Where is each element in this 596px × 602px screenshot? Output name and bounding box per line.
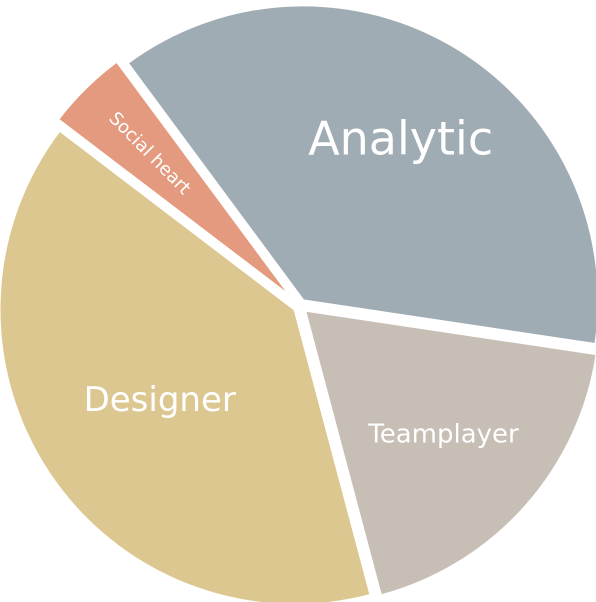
- pie-label-analytic: Analytic: [308, 111, 493, 165]
- pie-slices: [0, 3, 596, 602]
- pie-slice-analytic: [125, 3, 596, 347]
- pie-label-teamplayer: Teamplayer: [367, 419, 519, 449]
- pie-label-designer: Designer: [84, 380, 236, 420]
- pie-slice-teamplayer: [302, 308, 596, 598]
- pie-slice-designer: [0, 128, 373, 602]
- pie-slice-social-heart: [56, 59, 295, 301]
